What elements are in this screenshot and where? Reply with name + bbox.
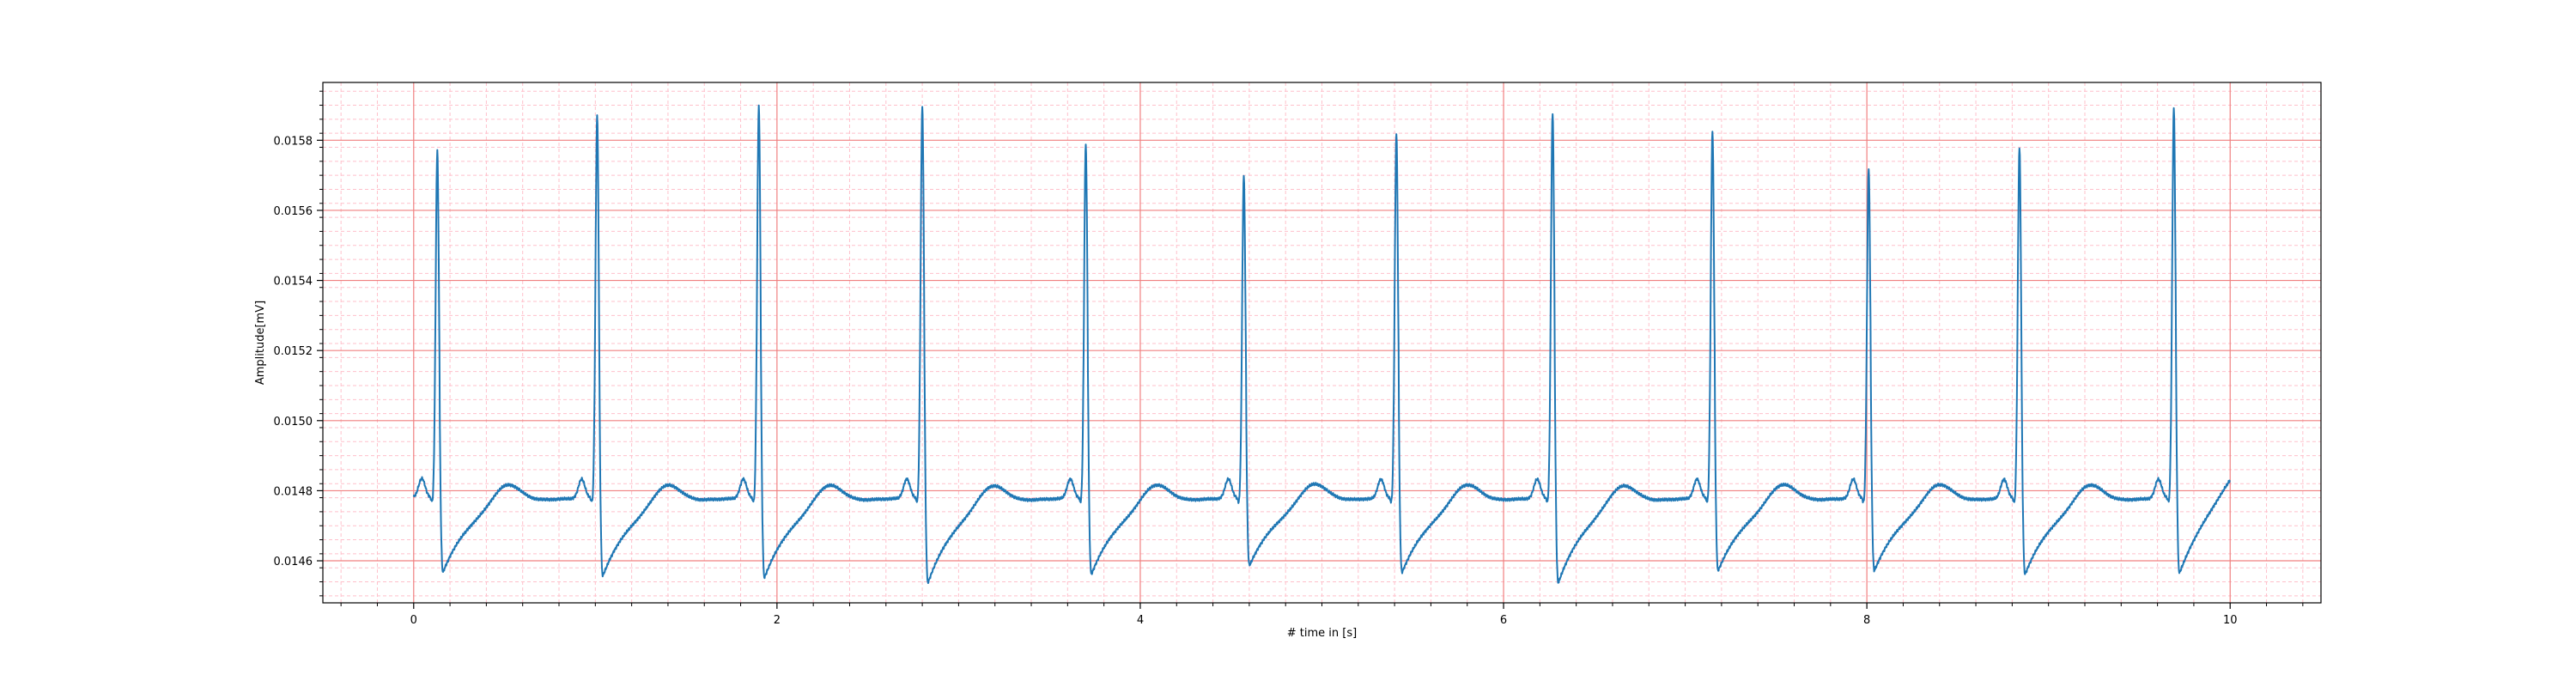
y-axis: 0.0146 0.0148 0.0150 0.0152 0.0154 0.0156 0.01… (274, 90, 323, 597)
y-tick-label: 0.0146 (274, 556, 313, 568)
x-axis-title: # time in [s] (1287, 627, 1357, 640)
series-layer (412, 104, 2231, 584)
y-tick-label: 0.0158 (274, 135, 313, 148)
minor-grid (323, 82, 2321, 603)
x-tick-label: 2 (774, 614, 781, 627)
x-tick-label: 4 (1137, 614, 1144, 627)
y-tick-label: 0.0154 (274, 276, 313, 289)
x-axis: 0 2 4 6 8 10 (340, 603, 2304, 627)
y-tick-label: 0.0150 (274, 416, 313, 429)
x-tick-label: 0 (410, 614, 417, 627)
x-tick-label: 6 (1500, 614, 1507, 627)
ecg-series-line (412, 104, 2231, 584)
y-tick-label: 0.0152 (274, 345, 313, 358)
y-axis-title: Amplitude[mV] (254, 301, 267, 385)
x-tick-label: 8 (1863, 614, 1870, 627)
major-grid (323, 82, 2321, 603)
y-tick-label: 0.0148 (274, 485, 313, 498)
x-tick-label: 10 (2223, 614, 2238, 627)
y-tick-label: 0.0156 (274, 205, 313, 218)
